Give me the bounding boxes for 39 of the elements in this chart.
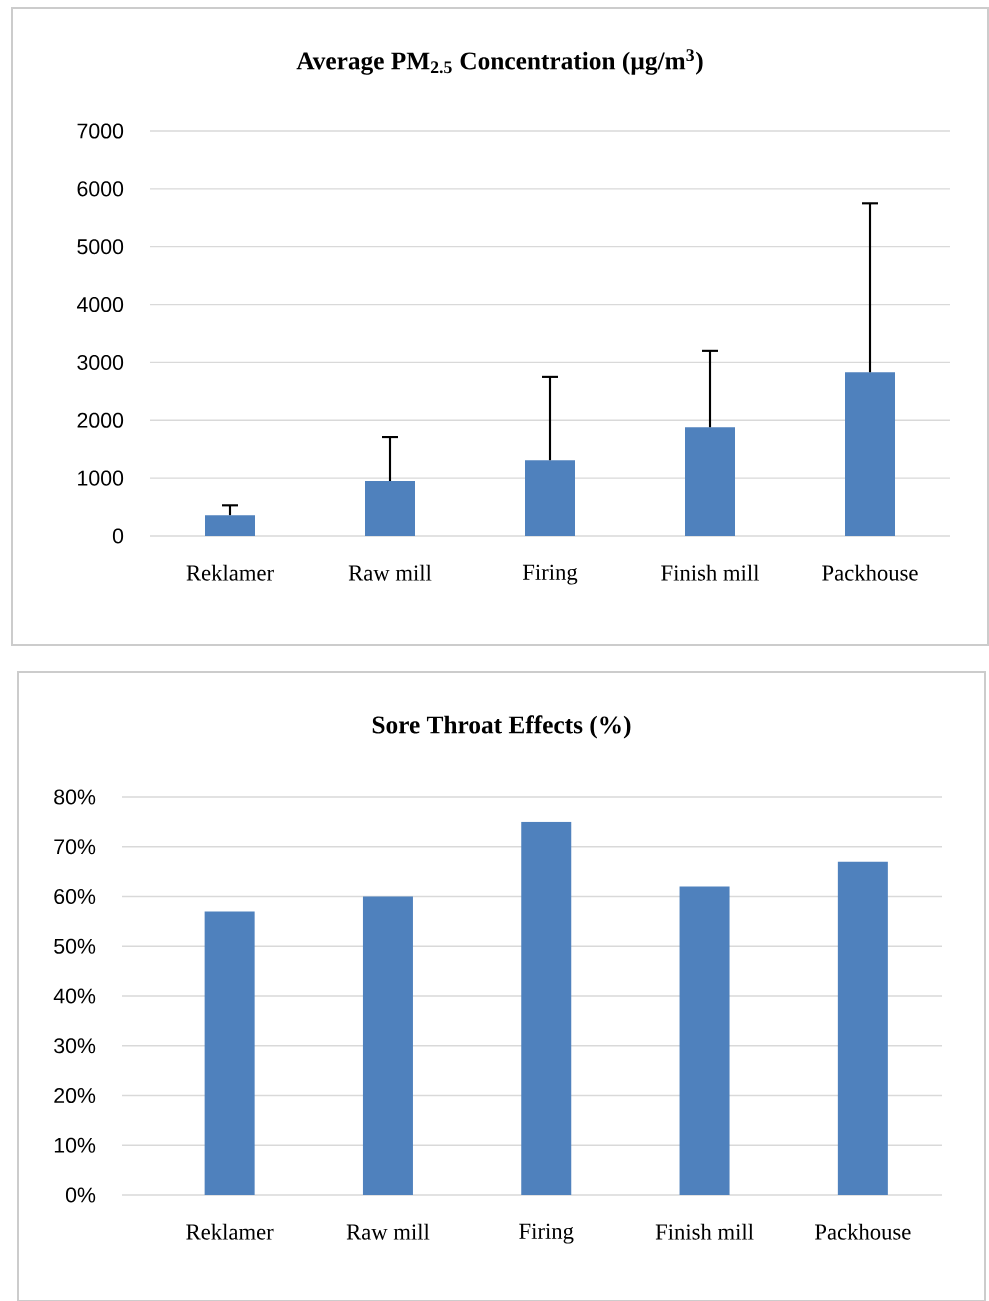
x-tick-label: Packhouse xyxy=(822,564,918,581)
x-tick-label: Finish mill xyxy=(655,1223,754,1240)
x-tick-label: Packhouse xyxy=(815,1223,911,1240)
y-tick-label: 50% xyxy=(54,938,96,954)
x-tick-label: Raw mill xyxy=(348,564,432,581)
y-tick-label: 4000 xyxy=(76,297,124,313)
bar xyxy=(845,372,896,536)
y-tick-label: 2000 xyxy=(77,412,124,428)
y-tick-label: 10% xyxy=(54,1137,96,1153)
y-tick-label: 0% xyxy=(65,1187,96,1203)
bar xyxy=(205,515,255,536)
x-tick-label: Firing xyxy=(519,1223,574,1244)
x-tick-label: Firing xyxy=(522,564,578,585)
x-tick-label: Finish mill xyxy=(661,564,759,581)
bar xyxy=(365,481,415,536)
bar xyxy=(362,896,413,1195)
y-tick-label: 60% xyxy=(54,888,96,905)
x-tick-label: Raw mill xyxy=(346,1223,430,1240)
bar xyxy=(679,886,730,1195)
y-tick-label: 20% xyxy=(54,1087,96,1104)
y-tick-label: 70% xyxy=(54,839,96,855)
y-tick-label: 3000 xyxy=(77,354,124,370)
x-tick-label: Reklamer xyxy=(186,1223,274,1240)
x-tick-label: Reklamer xyxy=(186,564,274,581)
y-tick-label: 1000 xyxy=(78,470,124,486)
bar xyxy=(685,427,736,536)
y-tick-label: 40% xyxy=(53,988,96,1004)
chart-title: Average PM$_{2.5}$ Concentration (µg/m$^{3}$) xyxy=(296,49,703,75)
y-tick-label: 6000 xyxy=(77,181,124,197)
y-tick-label: 0 xyxy=(112,528,124,544)
bar xyxy=(525,460,575,536)
bar xyxy=(837,861,888,1195)
bar xyxy=(204,911,255,1195)
y-tick-label: 5000 xyxy=(77,239,124,255)
y-tick-label: 30% xyxy=(54,1038,96,1054)
chart-title: Sore Throat Effects (%) xyxy=(372,715,631,739)
bar xyxy=(521,821,572,1195)
y-tick-label: 80% xyxy=(54,789,96,805)
y-tick-label: 7000 xyxy=(77,123,124,139)
